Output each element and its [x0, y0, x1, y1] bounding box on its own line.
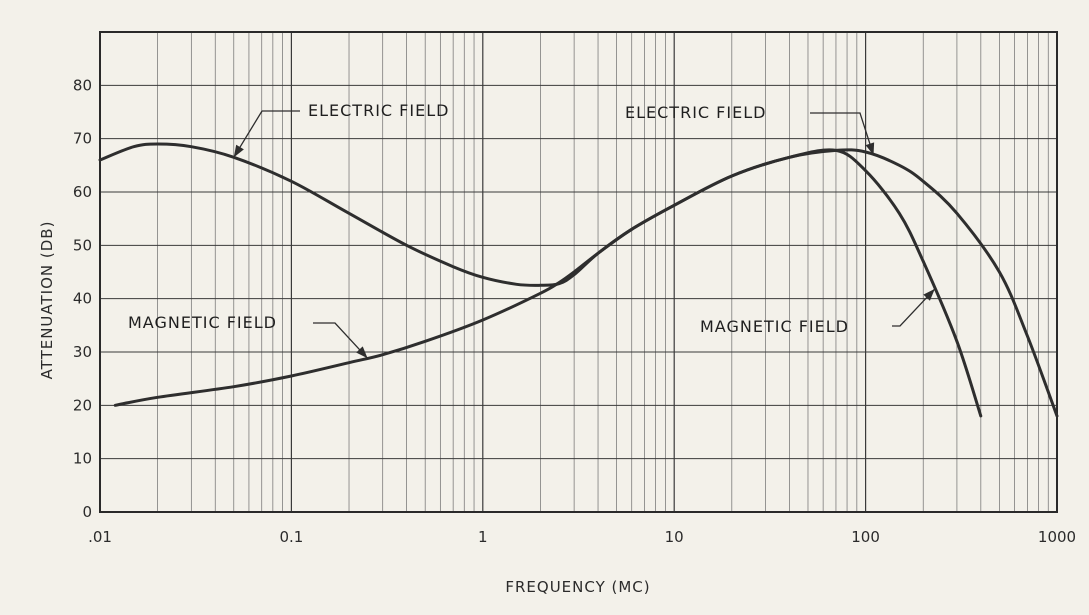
- x-tick-label: 1000: [1038, 528, 1076, 546]
- y-tick-label: 20: [73, 396, 92, 414]
- annotation-arrowhead: [356, 346, 368, 359]
- y-tick-label: 30: [73, 343, 92, 361]
- annotation-arrowhead: [233, 144, 244, 158]
- y-tick-label: 80: [73, 76, 92, 94]
- annotation-leader: [233, 110, 300, 158]
- y-tick-label: 60: [73, 183, 92, 201]
- magnetic-field-line: [113, 148, 983, 418]
- x-tick-label: 0.1: [279, 528, 303, 546]
- annotation-label: ELECTRIC FIELD: [625, 103, 766, 122]
- annotation-label: MAGNETIC FIELD: [128, 313, 277, 332]
- y-tick-label: 0: [82, 503, 92, 521]
- x-axis-label: FREQUENCY (MC): [505, 578, 650, 596]
- x-tick-label: 100: [851, 528, 880, 546]
- annotation-leader: [810, 112, 875, 156]
- y-tick-label: 40: [73, 290, 92, 308]
- y-tick-label: 70: [73, 130, 92, 148]
- annotation-label: MAGNETIC FIELD: [700, 317, 849, 336]
- y-tick-labels: 0 10 20 30 40 50 60 70 80: [73, 76, 92, 521]
- y-tick-label: 50: [73, 236, 92, 254]
- x-tick-labels: .01 0.1 1 10 100 1000: [88, 528, 1076, 546]
- series-group: [98, 142, 1059, 418]
- annotation-arrowhead: [923, 288, 935, 301]
- x-tick-label: 10: [665, 528, 684, 546]
- annotation-group: ELECTRIC FIELD ELECTRIC FIELD MAGNETIC FIE…: [128, 101, 936, 359]
- plot-frame: [99, 31, 1058, 513]
- grid-group: [99, 32, 1057, 512]
- x-tick-label: 1: [478, 528, 488, 546]
- annotation-leader: [313, 322, 369, 359]
- annotation-arrowhead: [865, 142, 875, 156]
- annotation-label: ELECTRIC FIELD: [308, 101, 449, 120]
- annotation-leader: [892, 288, 936, 327]
- y-axis-label: ATTENUATION (DB): [38, 221, 56, 380]
- x-tick-label: .01: [88, 528, 112, 546]
- y-tick-label: 10: [73, 450, 92, 468]
- electric-field-line: [98, 142, 1059, 418]
